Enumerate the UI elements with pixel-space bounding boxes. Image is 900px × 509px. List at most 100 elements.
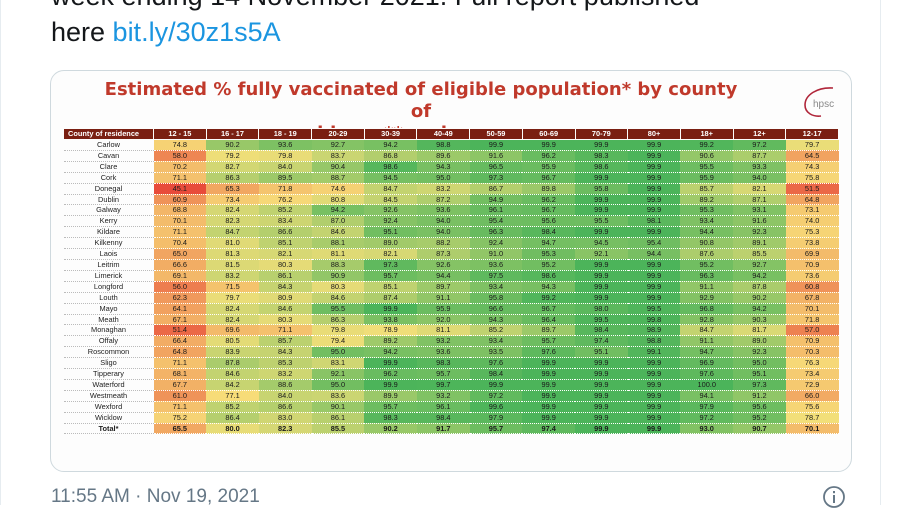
value-cell: 83.0 (258, 412, 312, 424)
county-cell: Sligo (63, 357, 154, 370)
value-cell: 99.9 (627, 357, 681, 370)
value-cell: 95.3 (522, 248, 575, 260)
value-cell: 73.6 (785, 270, 839, 282)
value-cell: 87.4 (364, 292, 417, 304)
value-cell: 94.2 (364, 346, 417, 359)
county-cell: Waterford (63, 379, 154, 391)
value-cell: 93.6 (258, 139, 312, 151)
table-row: Westmeath 61.0 77.1 84.0 83.6 89.9 93.2 97.2 99.… (63, 390, 839, 402)
value-cell: 94.0 (416, 226, 470, 239)
column-header: 12 - 15 (153, 128, 207, 140)
value-cell: 95.7 (364, 270, 417, 282)
value-cell: 67.8 (785, 292, 839, 304)
value-cell: 99.9 (575, 172, 628, 184)
value-cell: 98.4 (522, 226, 575, 239)
value-cell: 68.8 (153, 204, 207, 217)
value-cell: 71.1 (153, 226, 207, 239)
value-cell: 90.9 (311, 270, 365, 282)
value-cell: 96.7 (522, 303, 575, 315)
value-cell: 96.5 (469, 161, 523, 173)
table-row: Kilkenny 70.4 81.0 85.1 88.1 89.0 88.2 92.4 94.7… (63, 237, 839, 250)
value-cell: 92.7 (733, 259, 786, 271)
value-cell: 84.6 (311, 226, 365, 239)
value-cell: 87.8 (206, 357, 259, 370)
attached-image[interactable]: Estimated % fully vaccinated of eligible… (50, 70, 852, 472)
county-cell: Roscommon (63, 346, 154, 359)
value-cell: 94.0 (416, 215, 470, 228)
value-cell: 99.9 (522, 401, 575, 413)
value-cell: 95.1 (733, 368, 786, 380)
table-row: Cork 71.1 86.3 89.5 88.7 94.5 95.0 97.3 96.7 99.9… (63, 172, 839, 184)
value-cell: 75.8 (785, 172, 839, 184)
value-cell: 98.4 (416, 412, 470, 424)
value-cell: 99.9 (575, 259, 628, 271)
value-cell: 75.3 (785, 226, 839, 239)
value-cell: 87.6 (680, 248, 734, 260)
value-cell: 81.1 (311, 248, 365, 260)
value-cell: 80.3 (311, 281, 365, 293)
value-cell: 96.3 (680, 270, 734, 282)
tweet-line-2: here bit.ly/30z1s5A (51, 14, 871, 50)
value-cell: 89.9 (364, 390, 417, 402)
county-cell: Galway (63, 204, 154, 217)
value-cell: 91.0 (469, 248, 523, 260)
value-cell: 81.1 (416, 324, 470, 337)
value-cell: 94.7 (680, 346, 734, 359)
tweet-body: week ending 14 November 2021. Full repor… (51, 0, 871, 50)
right-border (880, 0, 881, 505)
value-cell: 90.8 (680, 237, 734, 250)
value-cell: 83.2 (416, 183, 470, 195)
value-cell: 99.9 (575, 139, 628, 151)
value-cell: 99.9 (575, 204, 628, 217)
table-row: Meath 67.1 82.4 80.3 86.3 93.8 92.0 94.3 96.4 99.… (63, 314, 839, 326)
info-icon[interactable] (822, 485, 846, 509)
value-cell: 85.5 (733, 248, 786, 260)
value-cell: 99.9 (575, 412, 628, 424)
county-cell: Kilkenny (63, 237, 154, 250)
county-cell: Donegal (63, 183, 154, 195)
value-cell: 92.6 (416, 259, 470, 271)
county-cell: Kerry (63, 215, 154, 228)
value-cell: 95.9 (416, 303, 470, 315)
value-cell: 85.7 (258, 335, 312, 348)
value-cell: 67.1 (153, 314, 207, 326)
value-cell: 68.1 (153, 368, 207, 380)
column-header: 18 - 19 (258, 128, 313, 140)
value-cell: 86.4 (206, 412, 259, 424)
value-cell: 65.3 (206, 183, 259, 195)
value-cell: 80.5 (206, 335, 259, 348)
value-cell: 84.6 (206, 368, 259, 380)
table-row: Kerry 70.1 82.3 83.4 87.0 92.4 94.0 95.4 95.6 95.… (63, 215, 839, 228)
value-cell: 80.3 (258, 259, 312, 271)
table-row: Mayo 64.1 82.4 84.6 95.5 99.9 95.9 96.6 96.7 98.0… (63, 303, 839, 315)
value-cell: 95.2 (522, 259, 575, 271)
value-cell: 99.9 (364, 303, 417, 315)
value-cell: 83.7 (311, 150, 365, 162)
tweet-timestamp[interactable]: 11:55 AM · Nov 19, 2021 (51, 486, 260, 507)
value-cell: 93.1 (733, 204, 786, 217)
value-cell: 94.5 (575, 237, 628, 250)
value-cell: 86.1 (311, 412, 365, 424)
value-cell: 93.3 (733, 161, 786, 173)
value-cell: 86.3 (206, 172, 259, 184)
value-cell: 96.3 (469, 226, 523, 239)
value-cell: 99.9 (627, 401, 681, 413)
value-cell: 93.6 (416, 204, 470, 217)
value-cell: 82.1 (733, 183, 786, 195)
value-cell: 97.3 (733, 379, 786, 391)
chart-title-line-1: Estimated % fully vaccinated of eligible… (104, 79, 738, 122)
table-row: Offaly 66.4 80.5 85.7 79.4 89.2 93.2 93.4 95.7 97… (63, 335, 839, 348)
value-cell: 71.8 (785, 314, 839, 326)
value-cell: 91.7 (416, 423, 470, 435)
county-cell: Tipperary (63, 368, 154, 380)
value-cell: 99.9 (575, 368, 628, 380)
value-cell: 69.1 (153, 270, 207, 282)
value-cell: 86.6 (258, 226, 312, 239)
hpsc-logo: hpsc (804, 87, 834, 117)
value-cell: 89.6 (416, 150, 470, 162)
value-cell: 95.6 (522, 215, 575, 228)
value-cell: 99.9 (627, 194, 681, 206)
value-cell: 67.7 (153, 379, 207, 391)
report-link[interactable]: bit.ly/30z1s5A (112, 17, 281, 47)
value-cell: 69.6 (206, 324, 259, 337)
